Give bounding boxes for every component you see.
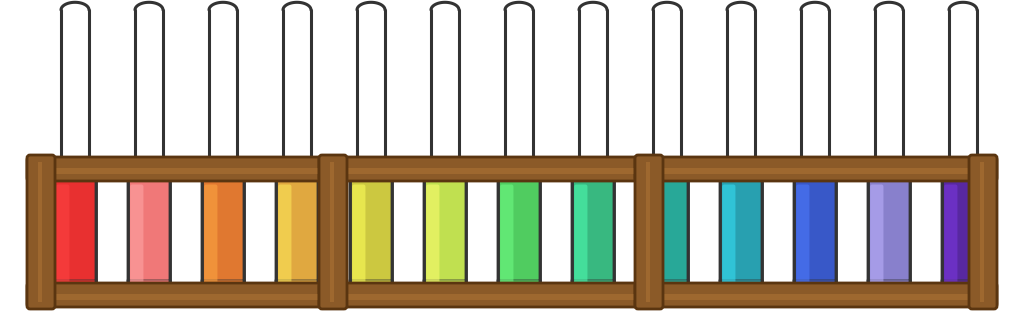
FancyBboxPatch shape <box>574 185 588 293</box>
Polygon shape <box>128 281 170 302</box>
FancyBboxPatch shape <box>319 157 663 181</box>
FancyBboxPatch shape <box>722 185 735 293</box>
FancyBboxPatch shape <box>635 283 997 307</box>
FancyBboxPatch shape <box>794 162 836 281</box>
FancyBboxPatch shape <box>27 157 347 181</box>
FancyBboxPatch shape <box>352 185 366 293</box>
Polygon shape <box>424 281 466 302</box>
Polygon shape <box>276 281 318 302</box>
Polygon shape <box>794 281 836 302</box>
Polygon shape <box>572 281 614 302</box>
FancyBboxPatch shape <box>572 162 614 281</box>
FancyBboxPatch shape <box>797 185 809 293</box>
Bar <box>330 162 334 302</box>
FancyBboxPatch shape <box>969 155 997 309</box>
Bar <box>34 294 340 300</box>
FancyBboxPatch shape <box>130 185 143 293</box>
Bar <box>642 168 990 174</box>
Polygon shape <box>54 281 96 302</box>
FancyBboxPatch shape <box>646 162 688 281</box>
Bar <box>326 168 656 174</box>
Polygon shape <box>350 281 392 302</box>
Polygon shape <box>498 281 540 302</box>
FancyBboxPatch shape <box>276 162 318 281</box>
FancyBboxPatch shape <box>128 162 170 281</box>
FancyBboxPatch shape <box>27 155 55 309</box>
FancyBboxPatch shape <box>204 185 217 293</box>
FancyBboxPatch shape <box>350 162 392 281</box>
Bar <box>326 294 656 300</box>
FancyBboxPatch shape <box>720 162 762 281</box>
FancyBboxPatch shape <box>319 155 347 309</box>
FancyBboxPatch shape <box>27 283 347 307</box>
Polygon shape <box>720 281 762 302</box>
Bar <box>38 162 42 302</box>
FancyBboxPatch shape <box>279 185 292 293</box>
Bar <box>34 168 340 174</box>
FancyBboxPatch shape <box>635 157 997 181</box>
Bar <box>646 162 650 302</box>
Bar <box>980 162 984 302</box>
Polygon shape <box>942 281 984 302</box>
FancyBboxPatch shape <box>319 283 663 307</box>
FancyBboxPatch shape <box>942 162 984 281</box>
FancyBboxPatch shape <box>424 162 466 281</box>
Polygon shape <box>646 281 688 302</box>
FancyBboxPatch shape <box>500 185 513 293</box>
Polygon shape <box>202 281 244 302</box>
FancyBboxPatch shape <box>635 155 663 309</box>
FancyBboxPatch shape <box>648 185 662 293</box>
FancyBboxPatch shape <box>868 162 910 281</box>
FancyBboxPatch shape <box>56 185 70 293</box>
FancyBboxPatch shape <box>426 185 439 293</box>
Bar <box>642 294 990 300</box>
FancyBboxPatch shape <box>944 185 957 293</box>
FancyBboxPatch shape <box>870 185 884 293</box>
FancyBboxPatch shape <box>498 162 540 281</box>
FancyBboxPatch shape <box>54 162 96 281</box>
FancyBboxPatch shape <box>202 162 244 281</box>
Polygon shape <box>868 281 910 302</box>
